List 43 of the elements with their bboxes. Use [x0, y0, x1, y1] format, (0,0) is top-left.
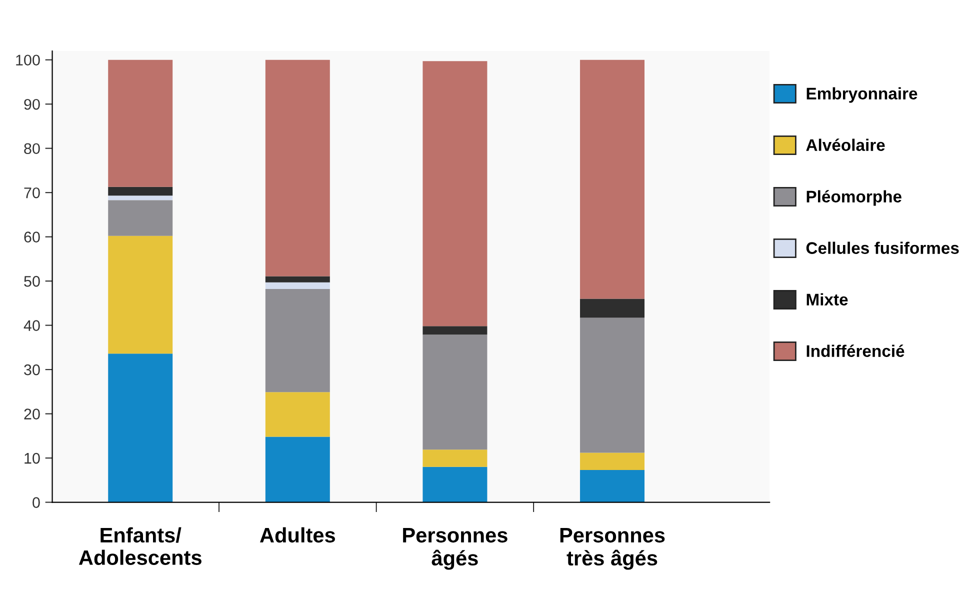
- bar: [108, 196, 173, 200]
- x-tick-label: Enfants/ Adolescents: [78, 527, 202, 566]
- y-tick-label: 50: [24, 276, 40, 287]
- legend-label: Cellules fusiformes: [806, 242, 959, 254]
- bar: [422, 334, 488, 450]
- bar: [108, 354, 173, 502]
- bar: [580, 298, 645, 318]
- bar: [422, 450, 488, 467]
- legend-label: Embryonnaire: [806, 87, 918, 103]
- y-tick-label: 40: [24, 320, 40, 331]
- bar: [422, 326, 488, 335]
- y-tick-label: 80: [24, 143, 40, 154]
- bar: [580, 318, 645, 453]
- legend-label: Indifférencié: [806, 344, 904, 357]
- y-tick-label: 70: [24, 187, 40, 198]
- bar: [108, 60, 173, 187]
- y-tick-label: 100: [16, 54, 40, 66]
- bar: [265, 289, 330, 392]
- x-tick-label: Personnes âgés: [403, 528, 508, 570]
- x-tick-label: Adultes: [260, 527, 336, 543]
- bar: [108, 186, 173, 196]
- y-tick-label: 0: [32, 497, 40, 508]
- bar: [265, 60, 330, 276]
- bar: [265, 282, 330, 290]
- bar: [422, 61, 488, 326]
- y-tick-label: 20: [24, 408, 40, 420]
- y-tick-label: 30: [24, 364, 40, 376]
- bar: [265, 436, 330, 502]
- bar: [580, 470, 645, 502]
- bar: [108, 236, 173, 354]
- y-tick-label: 90: [24, 98, 40, 110]
- bar: [265, 392, 330, 437]
- bar: [580, 452, 645, 470]
- bar: [422, 466, 488, 502]
- y-tick-label: 60: [24, 232, 40, 243]
- x-tick-label: Personnes très âgés: [560, 528, 665, 570]
- bar: [265, 276, 330, 282]
- y-tick-label: 10: [24, 452, 40, 464]
- legend-label: Pléomorphe: [806, 190, 902, 206]
- legend-label: Mixte: [806, 293, 848, 306]
- bar: [108, 200, 173, 236]
- legend-label: Alvéolaire: [806, 138, 885, 151]
- bar: [580, 60, 645, 299]
